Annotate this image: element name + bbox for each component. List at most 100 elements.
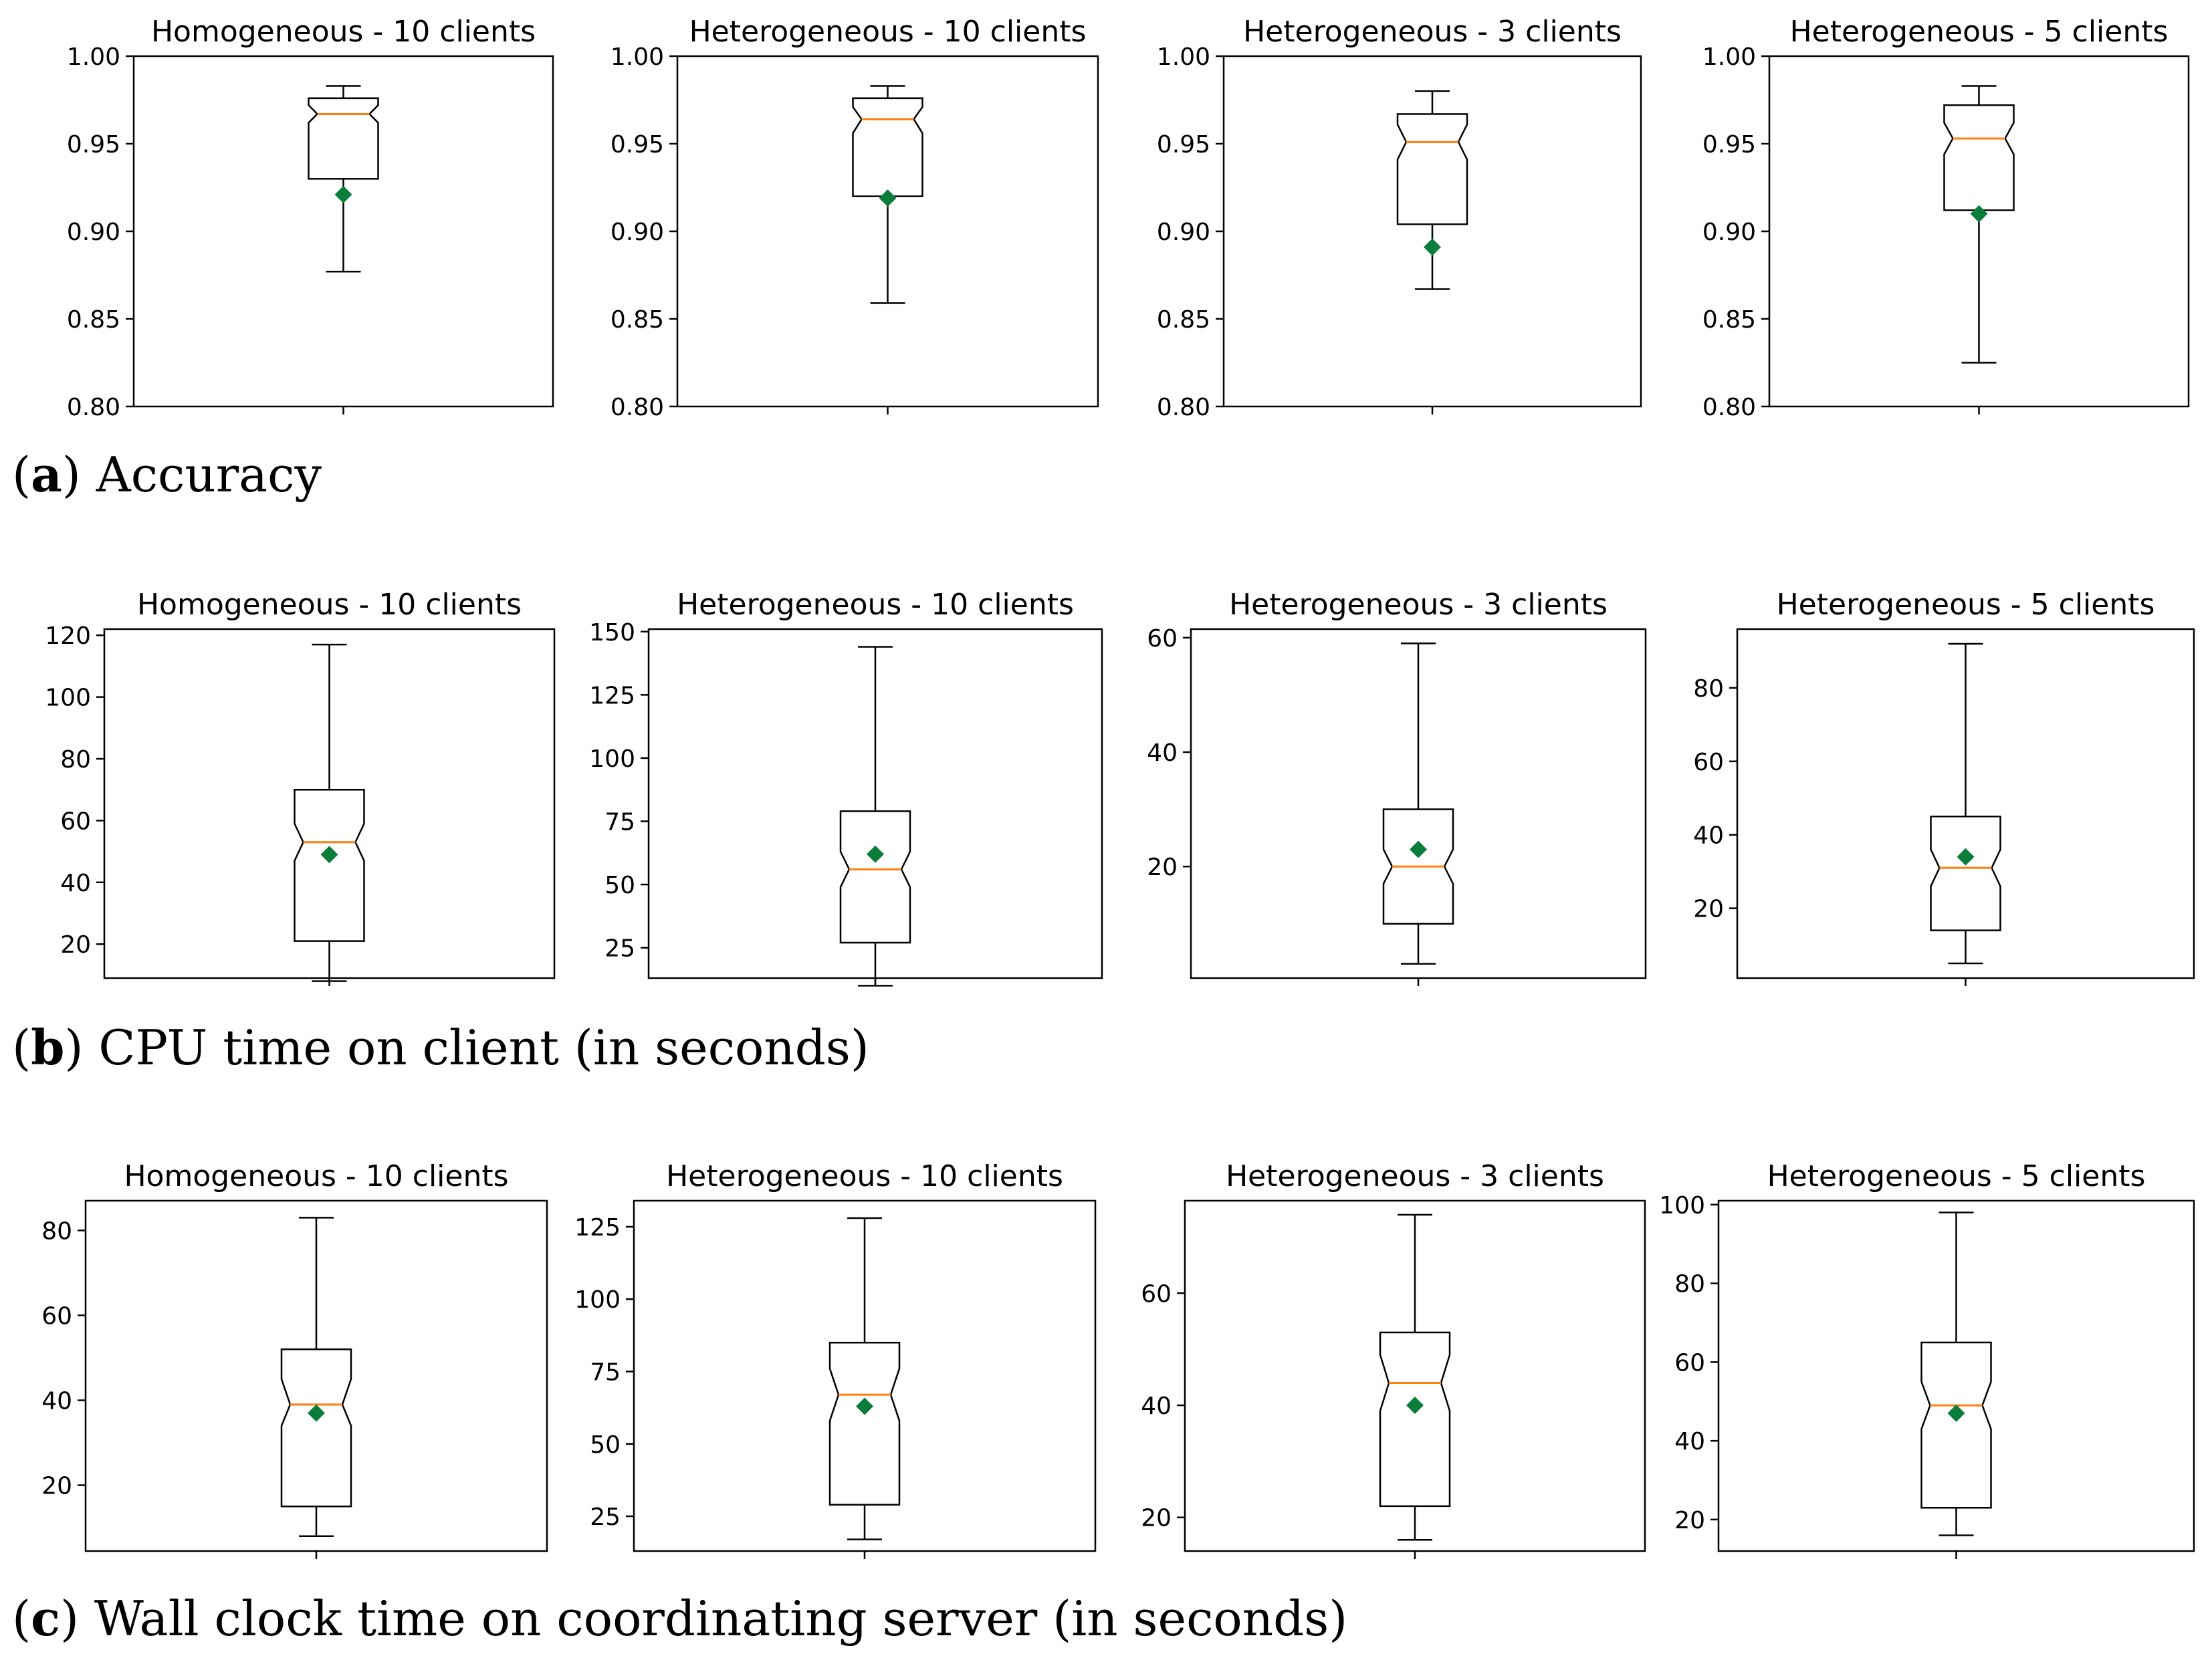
y-tick-label: 0.90	[67, 219, 120, 246]
y-tick-label: 60	[60, 808, 91, 835]
notched-box	[828, 1341, 901, 1506]
y-tick-label: 80	[1674, 1271, 1705, 1298]
y-tick-label: 75	[604, 808, 635, 836]
panel-b-1: Homogeneous - 10 clients 20 40 60 80 100 120	[45, 588, 556, 986]
mean-marker	[1947, 1404, 1965, 1422]
y-tick-label: 40	[60, 870, 91, 897]
panel-c-2: Heterogeneous - 10 clients 25 50 75 100 125	[574, 1159, 1097, 1559]
y-tick-label: 80	[60, 746, 91, 774]
notched-box	[852, 97, 923, 197]
y-tick-label: 60	[1141, 1280, 1172, 1308]
y-tick-label: 0.85	[611, 306, 664, 334]
y-tick-label: 80	[41, 1217, 72, 1245]
caption-text: ) Wall clock time on coordinating server…	[60, 1590, 1347, 1647]
panel-a-1: Homogeneous - 10 clients 0.80 0.85 0.90 0.95…	[67, 15, 554, 421]
y-tick-label: 40	[1674, 1428, 1705, 1455]
y-tick-label: 40	[1693, 822, 1724, 850]
y-tick-label: 25	[604, 935, 635, 963]
y-tick-label: 40	[1141, 1393, 1172, 1420]
y-tick-label: 0.85	[67, 306, 120, 334]
y-tick-label: 20	[41, 1473, 72, 1500]
y-tick-label: 60	[1147, 625, 1178, 653]
panel-b-4: Heterogeneous - 5 clients 20 40 60 80	[1693, 588, 2195, 986]
y-tick-label: 120	[45, 622, 91, 650]
y-tick-label: 0.95	[1702, 131, 1756, 158]
panel-title: Heterogeneous - 3 clients	[1229, 588, 1608, 622]
y-tick-label: 40	[1147, 739, 1178, 767]
caption-text: ) CPU time on client (in seconds)	[64, 1020, 869, 1076]
y-tick-label: 0.80	[1702, 394, 1756, 421]
notched-box	[1382, 808, 1454, 925]
panel-title: Heterogeneous - 10 clients	[666, 1159, 1063, 1193]
notched-box	[308, 97, 379, 180]
panel-c-4: Heterogeneous - 5 clients 20 40 60 80 100	[1659, 1159, 2195, 1559]
mean-marker	[879, 189, 897, 207]
mean-marker	[1957, 848, 1975, 866]
y-tick-label: 0.95	[67, 131, 120, 158]
y-tick-label: 20	[1674, 1507, 1705, 1534]
mean-marker	[320, 846, 338, 864]
panel-b-3: Heterogeneous - 3 clients 20 40 60	[1147, 588, 1647, 986]
y-tick-label: 0.95	[611, 131, 664, 158]
panel-title: Homogeneous - 10 clients	[137, 588, 522, 622]
y-tick-label: 150	[589, 619, 635, 646]
y-tick-label: 100	[589, 745, 635, 773]
caption-label: a	[31, 446, 62, 503]
notched-box	[280, 1348, 352, 1508]
y-tick-label: 60	[1693, 749, 1724, 776]
y-tick-label: 0.85	[1702, 306, 1756, 334]
mean-marker	[1410, 840, 1427, 858]
notched-box	[839, 810, 911, 944]
panel-c-1: Homogeneous - 10 clients 20 40 60 80	[41, 1159, 548, 1559]
mean-marker	[334, 185, 352, 203]
caption-label: c	[31, 1590, 60, 1647]
panel-title: Heterogeneous - 3 clients	[1243, 15, 1622, 49]
y-tick-label: 0.90	[611, 219, 664, 246]
y-tick-label: 75	[590, 1359, 621, 1387]
panel-title: Heterogeneous - 3 clients	[1226, 1159, 1604, 1193]
caption-paren-open: (	[12, 1590, 31, 1647]
notched-box	[1379, 1331, 1451, 1508]
row-caption: (b) CPU time on client (in seconds)	[12, 1019, 869, 1076]
y-tick-label: 1.00	[1157, 43, 1210, 71]
panel-title: Heterogeneous - 5 clients	[1790, 15, 2169, 49]
row-caption: (a) Accuracy	[12, 446, 322, 503]
caption-label: b	[31, 1019, 64, 1076]
row-caption: (c) Wall clock time on coordinating serv…	[12, 1590, 1347, 1647]
panel-title: Heterogeneous - 5 clients	[1767, 1159, 2146, 1193]
caption-paren-open: (	[12, 1020, 31, 1076]
y-tick-label: 1.00	[67, 43, 120, 71]
y-tick-label: 50	[604, 872, 635, 899]
caption-text: ) Accuracy	[62, 447, 322, 503]
notched-box	[1943, 104, 2015, 211]
mean-marker	[1424, 238, 1441, 256]
panel-c-3: Heterogeneous - 3 clients 20 40 60	[1141, 1159, 1646, 1559]
y-tick-label: 20	[1693, 896, 1724, 923]
mean-marker	[1970, 205, 1988, 223]
y-tick-label: 0.90	[1157, 219, 1210, 246]
y-tick-label: 125	[574, 1214, 621, 1242]
mean-marker	[867, 845, 884, 863]
y-tick-label: 20	[60, 931, 91, 959]
y-tick-label: 60	[41, 1302, 72, 1330]
y-tick-label: 100	[45, 685, 91, 712]
y-tick-label: 1.00	[611, 43, 664, 71]
row-a: Homogeneous - 10 clients 0.80 0.85 0.90 0.95…	[12, 15, 2190, 503]
y-tick-label: 0.90	[1702, 219, 1756, 246]
y-tick-label: 80	[1693, 675, 1724, 703]
panel-a-3: Heterogeneous - 3 clients 0.80 0.85 0.90 0.9…	[1157, 15, 1642, 421]
panel-b-2: Heterogeneous - 10 clients 25 50 75 100 125 15…	[589, 588, 1103, 987]
y-tick-label: 50	[590, 1431, 621, 1459]
mean-marker	[1406, 1397, 1424, 1415]
y-tick-label: 40	[41, 1388, 72, 1415]
notched-box	[1396, 113, 1468, 225]
panel-title: Homogeneous - 10 clients	[151, 15, 536, 49]
mean-marker	[856, 1397, 873, 1415]
y-tick-label: 0.95	[1157, 131, 1210, 158]
panel-title: Heterogeneous - 10 clients	[677, 588, 1074, 622]
caption-paren-open: (	[12, 447, 31, 503]
notched-box	[294, 788, 365, 942]
panel-title: Heterogeneous - 5 clients	[1777, 588, 2155, 622]
y-tick-label: 0.80	[611, 394, 664, 421]
